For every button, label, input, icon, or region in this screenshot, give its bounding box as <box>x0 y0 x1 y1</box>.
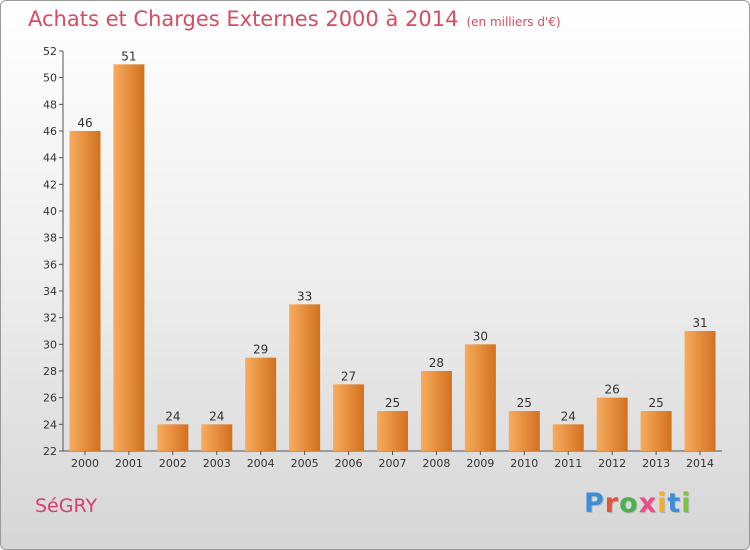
x-tick-label: 2012 <box>598 457 626 470</box>
logo-letter: P <box>584 488 605 519</box>
chart-title: Achats et Charges Externes 2000 à 2014 (e… <box>28 7 561 31</box>
data-label: 51 <box>121 49 136 63</box>
bar <box>596 397 628 451</box>
data-label: 25 <box>648 396 663 410</box>
y-tick-label: 26 <box>43 392 57 405</box>
bar <box>377 411 408 451</box>
y-tick-label: 48 <box>43 98 57 111</box>
logo-letter: r <box>604 488 620 519</box>
bar <box>289 304 321 451</box>
bar <box>552 424 584 451</box>
y-tick-label: 52 <box>43 45 57 58</box>
y-tick-label: 46 <box>43 125 57 138</box>
bar <box>508 411 540 451</box>
data-label: 33 <box>297 289 312 303</box>
x-tick-label: 2000 <box>71 457 99 470</box>
data-label: 24 <box>561 409 576 423</box>
y-tick-label: 50 <box>43 72 57 85</box>
y-tick-label: 30 <box>43 338 57 351</box>
x-tick-label: 2004 <box>247 457 275 470</box>
data-label: 46 <box>77 116 92 130</box>
data-label: 31 <box>692 316 707 330</box>
bar <box>684 331 716 451</box>
y-tick-label: 28 <box>43 365 57 378</box>
bar <box>113 64 145 452</box>
data-label: 24 <box>165 409 180 423</box>
bar <box>245 357 277 451</box>
chart-title-text: Achats et Charges Externes 2000 à 2014 <box>28 7 459 31</box>
x-tick-label: 2006 <box>335 457 363 470</box>
x-tick-label: 2005 <box>291 457 319 470</box>
x-tick-label: 2001 <box>115 457 143 470</box>
commune-name: SéGRY <box>35 495 98 517</box>
bar <box>333 384 365 451</box>
data-label: 25 <box>385 396 400 410</box>
x-tick-label: 2008 <box>422 457 450 470</box>
bar <box>69 131 101 451</box>
unit-note: (en milliers d'€) <box>466 15 561 29</box>
y-tick-label: 42 <box>43 178 57 191</box>
data-label: 27 <box>341 369 356 383</box>
x-tick-label: 2002 <box>159 457 187 470</box>
proxiti-logo[interactable]: Proxiti <box>584 488 692 519</box>
y-tick-label: 32 <box>43 312 57 325</box>
y-tick-label: 24 <box>43 418 57 431</box>
x-tick-label: 2007 <box>379 457 407 470</box>
x-tick-label: 2003 <box>203 457 231 470</box>
logo-letter: i <box>681 488 692 519</box>
bar <box>640 411 672 451</box>
data-label: 24 <box>209 409 224 423</box>
bar <box>201 424 233 451</box>
y-tick-label: 34 <box>43 285 57 298</box>
y-tick-label: 44 <box>43 152 57 165</box>
logo-letter: x <box>638 488 658 519</box>
data-label: 26 <box>605 383 620 397</box>
y-tick-label: 38 <box>43 232 57 245</box>
bar <box>464 344 496 451</box>
x-tick-label: 2009 <box>466 457 494 470</box>
bar <box>420 371 452 451</box>
x-tick-label: 2013 <box>642 457 670 470</box>
data-label: 25 <box>517 396 532 410</box>
bar <box>157 424 189 451</box>
data-label: 28 <box>429 356 444 370</box>
x-tick-label: 2011 <box>554 457 582 470</box>
y-tick-label: 36 <box>43 258 57 271</box>
x-tick-label: 2010 <box>510 457 538 470</box>
logo-letter: i <box>657 488 668 519</box>
logo-letter: t <box>667 488 682 519</box>
y-tick-label: 40 <box>43 205 57 218</box>
x-tick-label: 2014 <box>686 457 714 470</box>
data-label: 30 <box>473 329 488 343</box>
y-tick-label: 22 <box>43 445 57 458</box>
data-label: 29 <box>253 343 268 357</box>
logo-letter: o <box>619 488 639 519</box>
